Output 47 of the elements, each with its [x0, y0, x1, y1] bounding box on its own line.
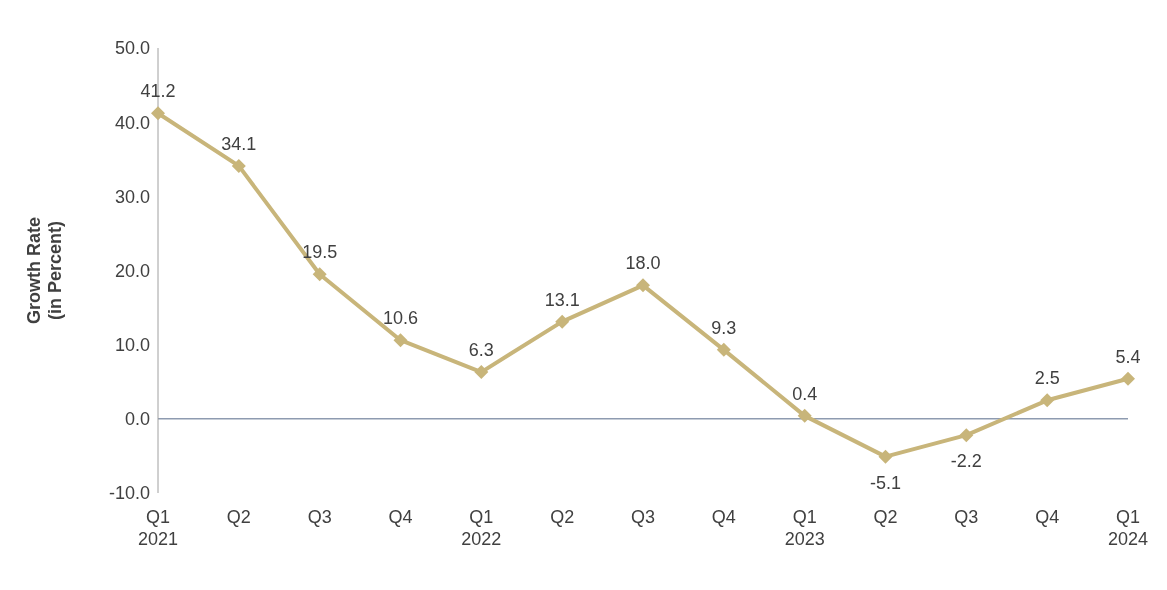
data-label: 6.3: [468, 340, 494, 361]
y-tick-label: -10.0: [108, 483, 150, 504]
point: [959, 428, 974, 443]
data-label: -2.2: [950, 451, 982, 472]
data-label: -5.1: [869, 472, 902, 493]
data-label: 41.2: [140, 81, 176, 102]
x-tick-label: Q1 2023: [784, 507, 825, 549]
point: [151, 106, 165, 121]
y-tick-label: 50.0: [114, 38, 150, 59]
point: [1040, 393, 1055, 408]
y-tick-label: 30.0: [114, 186, 150, 207]
x-tick-label: Q1 2024: [1107, 507, 1149, 549]
point: [636, 278, 650, 293]
x-tick-label: Q2: [226, 507, 251, 528]
y-tick-label: 10.0: [114, 335, 150, 356]
y-axis-title: Growth Rate (in Percent): [24, 216, 65, 325]
data-label: 18.0: [625, 253, 661, 274]
data-label: 10.6: [382, 308, 419, 329]
x-tick-label: Q4: [711, 507, 736, 528]
x-tick-label: Q1 2022: [461, 507, 502, 549]
point: [797, 408, 812, 423]
data-label: 0.4: [792, 383, 818, 404]
point: [1121, 371, 1135, 386]
point: [716, 342, 731, 357]
point: [312, 267, 327, 282]
x-tick-label: Q4: [388, 507, 413, 528]
x-tick-label: Q3: [630, 507, 656, 528]
data-label: 34.1: [221, 133, 257, 154]
x-tick-label: Q3: [954, 507, 979, 528]
y-tick-label: 20.0: [114, 260, 150, 281]
data-label: 9.3: [711, 317, 737, 338]
point: [878, 449, 893, 464]
x-tick-label: Q2: [873, 507, 898, 528]
data-label: 5.4: [1115, 346, 1141, 367]
point: [555, 314, 570, 329]
data-label: 2.5: [1034, 368, 1060, 389]
point: [231, 158, 246, 173]
x-tick-label: Q4: [1035, 507, 1060, 528]
data-label: 19.5: [302, 242, 338, 263]
point: [393, 333, 408, 348]
y-tick-label: 0.0: [124, 409, 150, 430]
y-tick-label: 40.0: [114, 112, 150, 133]
x-tick-label: Q2: [550, 507, 575, 528]
x-tick-label: Q3: [307, 507, 332, 528]
x-tick-label: Q1 2021: [137, 507, 179, 549]
data-label: 13.1: [544, 289, 580, 310]
point: [474, 365, 489, 380]
